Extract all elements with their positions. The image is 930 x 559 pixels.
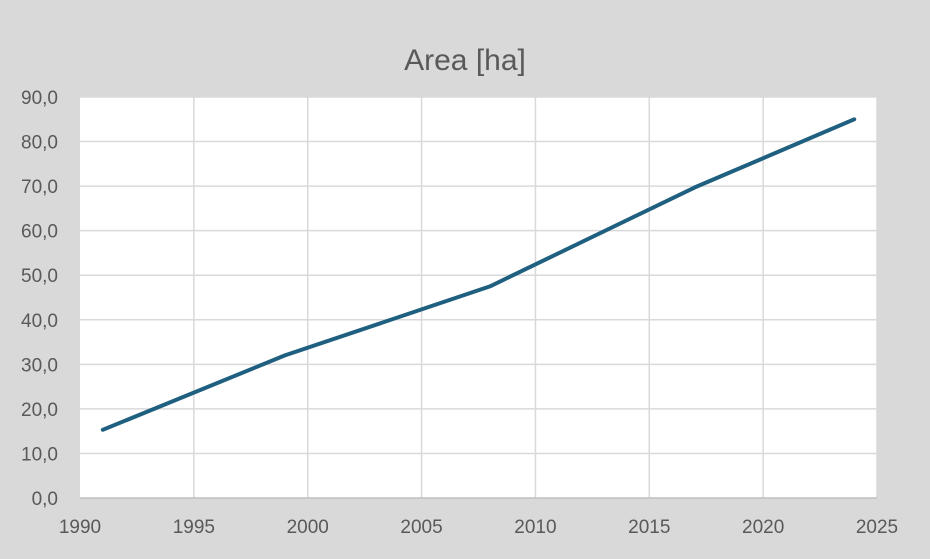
x-gridlines [193, 97, 878, 498]
y-tick-label: 60,0 [21, 222, 58, 243]
y-tick-label: 0,0 [32, 489, 58, 510]
y-tick-label: 70,0 [21, 177, 58, 198]
x-tick-label: 2010 [514, 517, 556, 538]
x-tick-label: 2005 [400, 517, 442, 538]
y-tick-label: 40,0 [21, 311, 58, 332]
y-gridlines [80, 96, 877, 455]
y-tick-label: 20,0 [21, 400, 58, 421]
y-tick-label: 50,0 [21, 266, 58, 287]
y-axis-tick-labels: 0,0 10,0 20,0 30,0 40,0 50,0 60,0 70,0 80,0 90,0 [21, 88, 58, 510]
x-tick-label: 2025 [856, 517, 898, 538]
y-tick-label: 90,0 [21, 88, 58, 109]
chart-title: Area [ha] [404, 44, 526, 77]
y-tick-label: 10,0 [21, 444, 58, 465]
x-tick-label: 2015 [628, 517, 670, 538]
x-tick-label: 1990 [59, 517, 101, 538]
x-tick-label: 2000 [287, 517, 329, 538]
series-layer [100, 117, 857, 432]
x-tick-label: 1995 [173, 517, 215, 538]
plot-area [80, 97, 877, 498]
y-tick-label: 30,0 [21, 355, 58, 376]
series-line [100, 117, 857, 432]
x-axis-tick-labels: 1990 1995 2000 2005 2010 2015 2020 2025 [59, 517, 898, 538]
y-tick-label: 80,0 [21, 133, 58, 154]
x-tick-label: 2020 [742, 517, 784, 538]
